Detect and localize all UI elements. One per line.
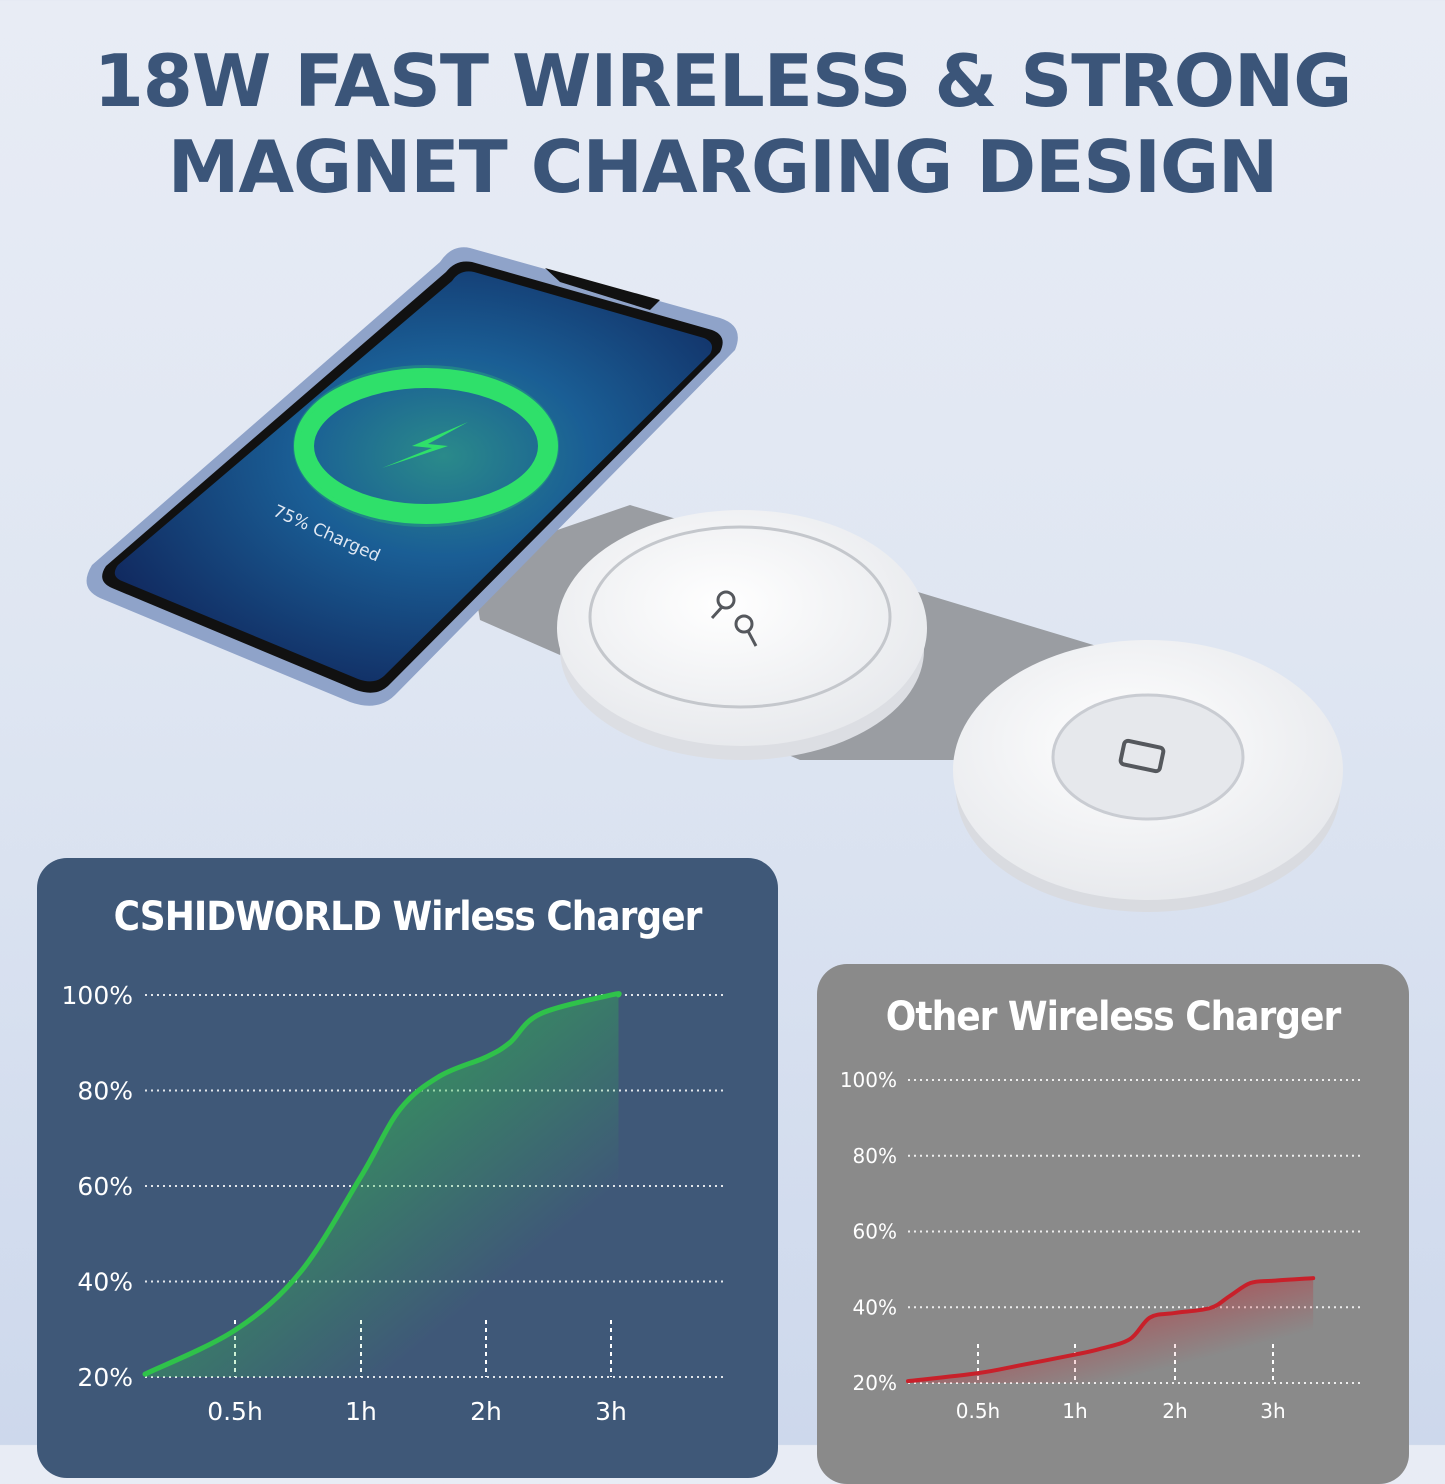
chart-plot: 100% 80% 60% 40% 20% 0.5h 1h 2h 3h — [37, 858, 778, 1478]
y-tick-label: 100% — [62, 981, 133, 1010]
y-tick-label: 40% — [853, 1295, 897, 1319]
y-tick-label: 100% — [840, 1068, 897, 1092]
y-tick-label: 40% — [77, 1268, 133, 1297]
chart-plot: 100% 80% 60% 40% 20% 0.5h 1h 2h 3h — [817, 964, 1409, 1484]
earbuds-charging-pad — [557, 510, 927, 760]
y-tick-label: 20% — [77, 1363, 133, 1392]
x-tick-label: 3h — [1260, 1399, 1285, 1423]
x-tick-label: 0.5h — [956, 1399, 1000, 1423]
x-tick-label: 2h — [470, 1397, 502, 1426]
x-tick-label: 0.5h — [207, 1397, 263, 1426]
cshidworld-chart-panel: CSHIDWORLD Wirless Charger 100%80%60%40%… — [37, 858, 778, 1478]
series-area — [145, 994, 619, 1377]
y-tick-label: 60% — [77, 1172, 133, 1201]
y-tick-label: 80% — [853, 1144, 897, 1168]
x-tick-label: 1h — [1062, 1399, 1087, 1423]
other-charger-chart-panel: Other Wireless Charger 100%80%60%40%20%0… — [817, 964, 1409, 1484]
x-tick-label: 1h — [345, 1397, 377, 1426]
series-area — [908, 1278, 1313, 1383]
y-tick-label: 60% — [853, 1220, 897, 1244]
x-tick-label: 3h — [595, 1397, 627, 1426]
y-tick-label: 20% — [853, 1371, 897, 1395]
product-illustration: 75% Charged — [0, 0, 1445, 960]
y-tick-label: 80% — [77, 1077, 133, 1106]
x-tick-label: 2h — [1162, 1399, 1187, 1423]
watch-charging-pad — [953, 640, 1343, 912]
